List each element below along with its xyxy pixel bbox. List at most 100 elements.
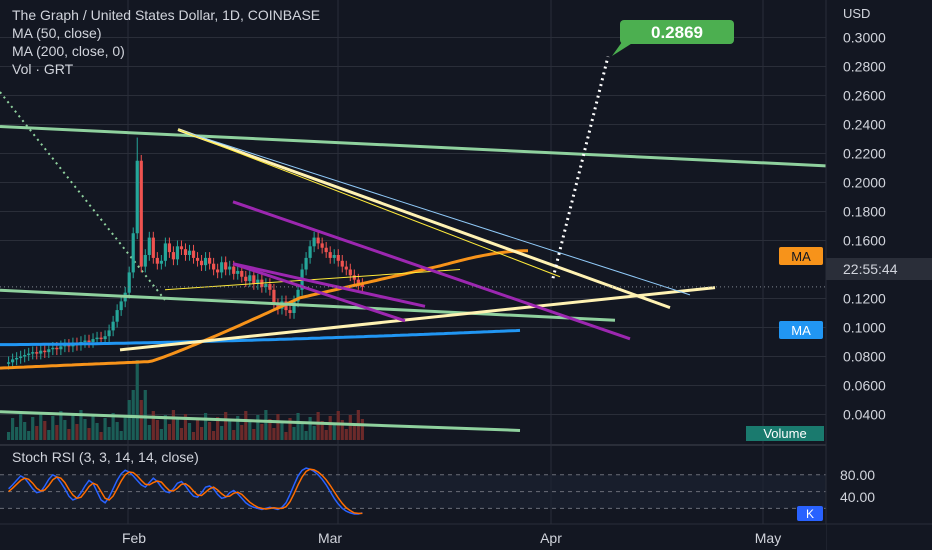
candle <box>59 346 63 350</box>
volume-bar <box>71 415 75 440</box>
volume-bar <box>11 418 15 440</box>
volume-bar <box>115 422 119 440</box>
candle <box>35 352 39 354</box>
volume-bar <box>143 390 147 440</box>
candle <box>127 272 131 293</box>
volume-bar <box>23 422 27 440</box>
price-tick-label: 0.2600 <box>843 88 886 104</box>
volume-bar <box>135 360 139 440</box>
volume-bar <box>51 416 55 440</box>
volume-bar <box>15 427 19 440</box>
volume-bar <box>119 431 123 440</box>
volume-bar <box>264 410 268 440</box>
volume-bar <box>272 428 276 440</box>
volume-bar <box>203 413 208 440</box>
candle <box>296 289 300 302</box>
volume-bar <box>360 419 364 440</box>
volume-bar <box>312 426 316 440</box>
candle <box>171 252 176 260</box>
volume-bar <box>159 429 163 440</box>
price-axis: USD 0.3000 0.2800 0.2600 0.2400 0.2200 0.2000 0… <box>746 0 932 550</box>
volume-bar <box>199 427 204 440</box>
volume-bar <box>268 419 272 440</box>
candle <box>183 249 188 255</box>
ma50-legend[interactable]: MA (50, close) <box>12 25 102 41</box>
volume-bar <box>240 425 244 440</box>
volume-bar <box>59 411 63 440</box>
candle <box>244 276 248 282</box>
thin-blue-trendline <box>177 129 691 296</box>
candle <box>292 301 296 313</box>
ma50-line <box>0 249 528 370</box>
candle <box>304 257 308 270</box>
candle <box>240 270 244 277</box>
candle <box>187 250 192 255</box>
price-tick-label: 0.0800 <box>843 349 886 365</box>
candle <box>47 349 51 353</box>
volume-bar <box>63 420 67 440</box>
price-tick-label: 0.2400 <box>843 117 886 133</box>
target-price-label: 0.2869 <box>612 20 734 56</box>
candle <box>316 237 320 244</box>
price-tick-label: 0.1800 <box>843 204 886 220</box>
thin-yellow-rising-line <box>164 269 461 291</box>
candle <box>87 340 91 342</box>
volume-bar <box>99 432 103 440</box>
candle <box>236 270 240 274</box>
candle <box>103 336 107 340</box>
volume-legend[interactable]: Vol · GRT <box>12 61 74 77</box>
stoch-rsi-title[interactable]: Stoch RSI (3, 3, 14, 14, close) <box>12 449 199 465</box>
volume-bar <box>123 417 127 440</box>
candle <box>91 339 95 342</box>
volume-bar <box>256 415 260 440</box>
candle <box>308 246 312 258</box>
currency-label: USD <box>843 6 870 21</box>
time-axis-bg <box>0 524 826 550</box>
target-price-text: 0.2869 <box>651 23 703 42</box>
volume-bar <box>352 424 356 440</box>
volume-bar <box>288 418 292 440</box>
candle <box>11 359 15 363</box>
volume-bar <box>107 427 111 440</box>
candle <box>159 260 163 264</box>
volume-bar <box>55 425 59 440</box>
volume-bar <box>191 432 196 440</box>
dotted-trend-line <box>0 91 166 301</box>
stoch-tick-label: 80.00 <box>840 467 875 483</box>
stoch-rsi-pane <box>0 444 932 515</box>
volume-bar <box>167 424 171 440</box>
volume-bar <box>111 413 115 440</box>
time-tick-label: Feb <box>122 530 146 546</box>
volume-bar <box>27 431 31 440</box>
candle <box>312 237 316 247</box>
volume-bar <box>304 431 308 440</box>
volume-bar <box>103 418 107 440</box>
volume-bar <box>127 400 131 440</box>
price-tick-label: 0.1200 <box>843 291 886 307</box>
channel-upper-line <box>232 200 631 341</box>
drawing-tools <box>0 56 827 432</box>
lower-green-trendline <box>0 288 616 322</box>
candle <box>131 233 135 273</box>
ma50-badge <box>779 247 823 265</box>
ascending-yellow-trendline <box>119 286 716 352</box>
volume-bar <box>39 412 43 440</box>
stoch-k-badge <box>797 506 823 521</box>
candle <box>39 350 43 354</box>
candle <box>191 250 196 258</box>
candles <box>7 137 364 370</box>
ma200-legend[interactable]: MA (200, close, 0) <box>12 43 125 59</box>
candle <box>328 252 332 258</box>
candle <box>43 350 47 353</box>
volume-bar <box>244 411 248 440</box>
price-tick-label: 0.2000 <box>843 175 886 191</box>
candle <box>63 344 67 347</box>
price-tick-label: 0.1000 <box>843 320 886 336</box>
candle <box>324 247 328 253</box>
volume-bar <box>316 412 320 440</box>
volume-bar <box>31 417 35 440</box>
candle <box>216 269 220 273</box>
volume-bar <box>284 432 288 440</box>
volume-bar <box>43 421 47 440</box>
